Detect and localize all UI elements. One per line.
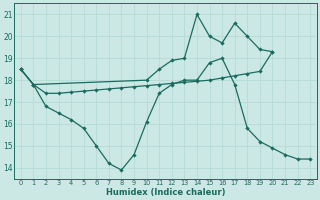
X-axis label: Humidex (Indice chaleur): Humidex (Indice chaleur)	[106, 188, 225, 197]
